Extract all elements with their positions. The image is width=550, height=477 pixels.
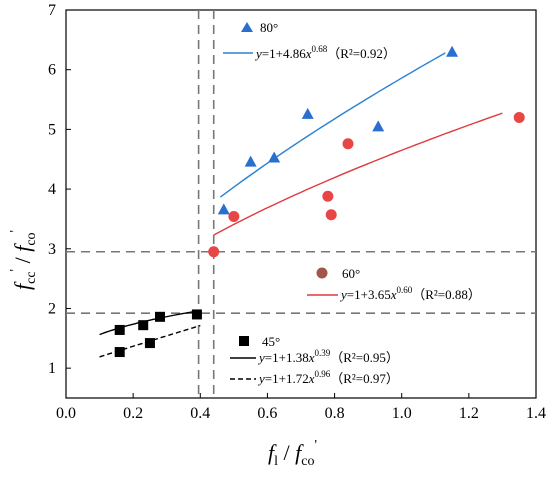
y-tick-label: 2 xyxy=(48,300,56,317)
fit-lines xyxy=(99,52,503,358)
data-point-triangle xyxy=(244,155,257,167)
legend-45-label: 45° xyxy=(262,334,280,349)
data-point-circle xyxy=(228,211,240,223)
legend-45: 45° y=1+1.38x0.39（R²=0.95） y=1+1.72x0.96… xyxy=(230,334,399,386)
x-axis-title: fl / fco' xyxy=(268,438,317,469)
legend-80-label: 80° xyxy=(260,20,278,35)
data-point-square xyxy=(114,324,125,335)
x-tick-label: 0.8 xyxy=(325,405,345,422)
x-tick-label: 0.4 xyxy=(190,405,210,422)
plot-frame xyxy=(65,9,537,399)
legend-80-equation: y=1+4.86x0.68（R²=0.92） xyxy=(254,44,396,61)
reference-lines xyxy=(66,10,536,398)
y-tick-label: 1 xyxy=(48,360,56,377)
data-point-circle xyxy=(513,111,525,123)
legend-60-label: 60° xyxy=(342,266,360,281)
legend-45-equation-1: y=1+1.38x0.39（R²=0.95） xyxy=(257,348,399,365)
legend-60-equation: y=1+3.65x0.60（R²=0.88） xyxy=(339,285,481,302)
data-point-triangle xyxy=(301,107,314,119)
data-point-square xyxy=(191,309,202,320)
legend-45-equation-2: y=1+1.72x0.96（R²=0.97） xyxy=(257,369,399,386)
data-point-triangle xyxy=(372,120,385,132)
y-tick-label: 7 xyxy=(48,2,56,19)
data-point-triangle xyxy=(268,151,281,163)
data-point-circle xyxy=(322,190,334,202)
fit-curve xyxy=(99,309,201,336)
data-point-square xyxy=(155,311,165,322)
data-point-triangle xyxy=(217,203,230,215)
data-point-circle xyxy=(325,209,337,221)
x-tick-label: 1.4 xyxy=(526,405,546,422)
legend-45-marker xyxy=(239,336,249,346)
data-point-circle xyxy=(208,246,220,258)
axis-ticks: 0.0 0.2 0.4 0.6 0.8 1.0 1.2 1.4 1 2 3 4 5 6 7 xyxy=(48,2,546,422)
x-tick-label: 0.6 xyxy=(257,405,277,422)
data-point-square xyxy=(138,320,149,331)
y-axis-title: fcc' / fco' xyxy=(8,230,39,290)
y-tick-label: 4 xyxy=(48,181,56,198)
data-markers xyxy=(114,45,525,358)
data-point-square xyxy=(144,338,155,349)
data-point-circle xyxy=(342,138,354,150)
legend-80: 80° y=1+4.86x0.68（R²=0.92） xyxy=(223,20,396,61)
x-tick-label: 1.2 xyxy=(459,405,479,422)
fit-curve xyxy=(219,52,446,198)
data-point-square xyxy=(114,347,125,358)
data-point-triangle xyxy=(446,45,459,57)
y-tick-label: 5 xyxy=(48,121,56,138)
fit-curve xyxy=(213,112,503,236)
legend-60: 60° y=1+3.65x0.60（R²=0.88） xyxy=(307,266,481,302)
x-tick-label: 0.0 xyxy=(56,405,76,422)
legend-80-marker xyxy=(241,22,253,32)
x-tick-label: 0.2 xyxy=(123,405,143,422)
y-tick-label: 6 xyxy=(48,62,56,79)
x-tick-label: 1.0 xyxy=(392,405,412,422)
y-tick-label: 3 xyxy=(48,241,56,258)
legend-60-marker xyxy=(316,267,328,279)
